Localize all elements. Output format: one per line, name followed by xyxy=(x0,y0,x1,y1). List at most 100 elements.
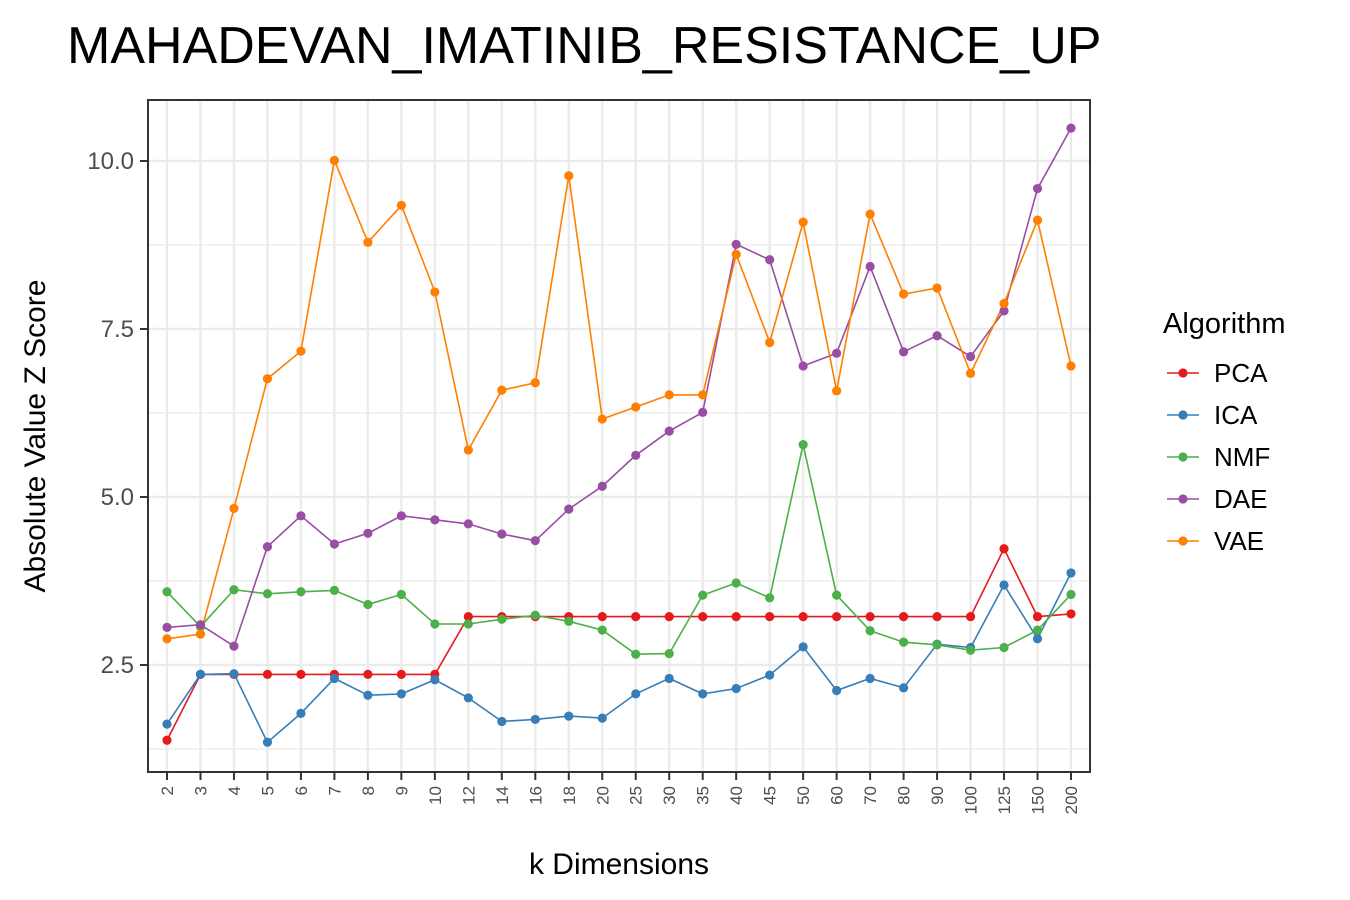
point-nmf-30 xyxy=(664,648,674,659)
legend-title: Algorithm xyxy=(1163,308,1286,340)
point-vae-60 xyxy=(832,386,842,396)
point-ica-6 xyxy=(296,708,306,718)
grid-minor xyxy=(148,244,1090,750)
legend-swatch-point xyxy=(1178,368,1188,378)
point-nmf-7 xyxy=(329,585,340,596)
y-tick-label: 2.5 xyxy=(101,652,134,679)
point-dae-70 xyxy=(865,261,875,272)
point-ica-60 xyxy=(832,685,842,696)
legend: Algorithm PCA ICA NMF DAE VAE xyxy=(1163,308,1286,556)
point-ica-8 xyxy=(363,690,373,700)
x-tick-label: 20 xyxy=(593,786,612,805)
point-vae-2 xyxy=(162,634,172,644)
x-tick-label: 2 xyxy=(158,786,177,795)
y-axis: 2.5 5.0 7.5 10.0 xyxy=(87,148,148,679)
point-vae-8 xyxy=(363,237,373,247)
x-tick-label: 7 xyxy=(325,786,344,795)
point-ica-30 xyxy=(664,673,674,684)
x-tick-label: 60 xyxy=(828,786,847,805)
point-ica-12 xyxy=(463,693,473,703)
point-dae-200 xyxy=(1066,123,1076,133)
x-axis: 2 3 4 5 6 7 8 9 10 12 14 16 18 20 25 30 35 40 45 50 60 70 80 90… xyxy=(158,772,1081,814)
x-tick-label: 16 xyxy=(526,786,545,805)
point-ica-14 xyxy=(497,716,507,727)
series-lines xyxy=(166,127,1072,744)
point-ica-9 xyxy=(396,689,406,699)
point-pca-30 xyxy=(664,612,674,622)
point-ica-10 xyxy=(430,675,440,685)
point-nmf-2 xyxy=(162,587,172,597)
x-tick-label: 125 xyxy=(995,786,1014,814)
point-ica-200 xyxy=(1066,568,1076,578)
legend-swatch-point xyxy=(1178,452,1188,462)
point-ica-125 xyxy=(999,580,1009,590)
point-dae-45 xyxy=(765,255,775,265)
series-points xyxy=(162,123,1076,747)
point-vae-45 xyxy=(765,337,775,348)
x-tick-label: 10 xyxy=(426,786,445,805)
point-pca-25 xyxy=(631,612,641,622)
point-pca-12 xyxy=(463,612,473,622)
point-ica-4 xyxy=(229,669,239,679)
x-tick-label: 90 xyxy=(928,786,947,805)
point-vae-80 xyxy=(898,289,909,299)
point-dae-5 xyxy=(262,542,273,552)
point-nmf-16 xyxy=(530,610,540,620)
point-pca-70 xyxy=(865,612,875,622)
x-tick-label: 200 xyxy=(1062,786,1081,814)
legend-label: DAE xyxy=(1214,484,1267,514)
point-vae-30 xyxy=(664,390,674,400)
x-tick-label: 5 xyxy=(258,786,277,795)
x-tick-label: 4 xyxy=(225,786,244,795)
legend-label: VAE xyxy=(1214,526,1264,556)
point-vae-100 xyxy=(965,368,976,378)
series-line-ica xyxy=(166,572,1072,744)
legend-item-pca: PCA xyxy=(1167,358,1268,388)
point-nmf-9 xyxy=(396,589,406,600)
x-tick-label: 8 xyxy=(359,786,378,795)
x-tick-label: 50 xyxy=(794,786,813,805)
point-nmf-25 xyxy=(631,649,641,659)
point-nmf-200 xyxy=(1066,589,1076,600)
point-vae-9 xyxy=(396,200,406,210)
point-nmf-4 xyxy=(229,585,239,595)
point-dae-2 xyxy=(162,622,172,632)
point-dae-7 xyxy=(329,539,340,549)
point-ica-70 xyxy=(865,673,875,684)
point-pca-60 xyxy=(832,612,842,622)
point-dae-16 xyxy=(530,536,540,546)
point-nmf-45 xyxy=(765,593,775,603)
point-pca-6 xyxy=(296,669,306,680)
point-nmf-80 xyxy=(898,637,909,647)
point-dae-20 xyxy=(597,481,607,491)
point-ica-40 xyxy=(731,683,741,694)
point-pca-150 xyxy=(1032,612,1043,622)
y-tick-label: 5.0 xyxy=(101,484,134,511)
point-nmf-35 xyxy=(698,590,708,600)
chart-title: MAHADEVAN_IMATINIB_RESISTANCE_UP xyxy=(67,17,1101,75)
point-nmf-18 xyxy=(564,616,574,626)
x-tick-label: 40 xyxy=(727,786,746,805)
point-dae-12 xyxy=(463,519,473,529)
point-ica-16 xyxy=(530,714,540,725)
point-nmf-10 xyxy=(430,619,440,629)
y-axis-title: Absolute Value Z Score xyxy=(19,280,52,593)
point-vae-150 xyxy=(1032,215,1043,225)
point-vae-50 xyxy=(798,217,808,227)
x-tick-label: 25 xyxy=(627,786,646,805)
point-ica-20 xyxy=(597,713,607,723)
y-tick-label: 10.0 xyxy=(87,148,134,175)
point-nmf-40 xyxy=(731,578,741,588)
point-dae-125 xyxy=(999,306,1009,316)
legend-label: PCA xyxy=(1214,358,1268,388)
x-tick-label: 70 xyxy=(861,786,880,805)
point-nmf-6 xyxy=(296,587,306,597)
legend-swatch-point xyxy=(1178,410,1188,420)
point-dae-50 xyxy=(798,361,808,371)
x-tick-label: 30 xyxy=(660,786,679,805)
legend-label: ICA xyxy=(1214,400,1258,430)
point-dae-40 xyxy=(731,239,741,249)
point-vae-90 xyxy=(932,283,942,293)
point-vae-4 xyxy=(229,503,239,514)
series-line-dae xyxy=(166,127,1072,648)
